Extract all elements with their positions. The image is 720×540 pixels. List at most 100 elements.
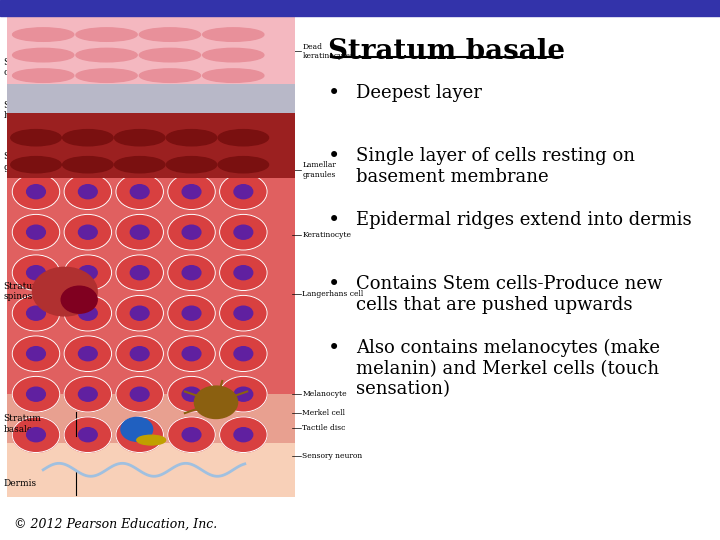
Circle shape — [27, 266, 45, 280]
Text: Tactile disc: Tactile disc — [302, 424, 346, 432]
Circle shape — [78, 185, 97, 199]
Circle shape — [64, 417, 112, 453]
Ellipse shape — [76, 28, 137, 42]
Text: •: • — [328, 147, 340, 166]
Circle shape — [168, 417, 215, 453]
Circle shape — [234, 387, 253, 401]
Text: Keratinocyte: Keratinocyte — [302, 231, 351, 239]
Bar — [7, 16, 295, 497]
Circle shape — [12, 255, 60, 291]
Circle shape — [64, 336, 112, 372]
Circle shape — [116, 214, 163, 250]
Circle shape — [78, 347, 97, 361]
Ellipse shape — [114, 157, 165, 173]
Ellipse shape — [76, 48, 137, 62]
Ellipse shape — [166, 130, 217, 146]
Circle shape — [78, 387, 97, 401]
Circle shape — [61, 286, 97, 313]
Circle shape — [27, 387, 45, 401]
Text: Stratum
spinosum: Stratum spinosum — [4, 282, 48, 301]
Circle shape — [234, 225, 253, 239]
Circle shape — [78, 266, 97, 280]
Ellipse shape — [76, 69, 137, 82]
Circle shape — [234, 185, 253, 199]
Text: Stratum
granulosum: Stratum granulosum — [4, 152, 58, 172]
Circle shape — [168, 174, 215, 210]
Text: Lamellar
granules: Lamellar granules — [302, 161, 336, 179]
Circle shape — [12, 214, 60, 250]
Text: •: • — [328, 339, 340, 357]
Ellipse shape — [218, 130, 269, 146]
Text: Single layer of cells resting on
basement membrane: Single layer of cells resting on basemen… — [356, 147, 635, 186]
Circle shape — [12, 417, 60, 453]
Text: Contains Stem cells-Produce new
cells that are pushed upwards: Contains Stem cells-Produce new cells th… — [356, 275, 663, 314]
Text: Stratum
basale: Stratum basale — [4, 414, 42, 434]
Circle shape — [27, 306, 45, 320]
Circle shape — [116, 376, 163, 412]
Circle shape — [64, 295, 112, 331]
Text: Dead
keratinocytes: Dead keratinocytes — [302, 43, 354, 60]
Bar — [7, 394, 295, 443]
Bar — [7, 443, 295, 497]
Ellipse shape — [13, 48, 74, 62]
Ellipse shape — [140, 28, 200, 42]
Circle shape — [78, 306, 97, 320]
Ellipse shape — [114, 130, 165, 146]
Circle shape — [12, 295, 60, 331]
Circle shape — [27, 185, 45, 199]
Text: Langerhans cell: Langerhans cell — [302, 291, 364, 298]
Circle shape — [220, 417, 267, 453]
Circle shape — [64, 255, 112, 291]
Circle shape — [234, 266, 253, 280]
Ellipse shape — [63, 157, 113, 173]
Text: Melanocyte: Melanocyte — [302, 390, 347, 398]
Text: Also contains melanocytes (make
melanin) and Merkel cells (touch
sensation): Also contains melanocytes (make melanin)… — [356, 339, 660, 399]
Text: •: • — [328, 84, 340, 103]
Text: Deepest layer: Deepest layer — [356, 84, 482, 102]
Text: Epidermal ridges extend into dermis: Epidermal ridges extend into dermis — [356, 211, 692, 229]
Circle shape — [220, 295, 267, 331]
Circle shape — [64, 214, 112, 250]
Ellipse shape — [218, 157, 269, 173]
Circle shape — [27, 225, 45, 239]
Circle shape — [116, 336, 163, 372]
Circle shape — [220, 174, 267, 210]
Circle shape — [130, 428, 149, 442]
Circle shape — [32, 267, 97, 316]
Bar — [7, 84, 295, 113]
Circle shape — [130, 185, 149, 199]
Ellipse shape — [140, 48, 200, 62]
Circle shape — [168, 336, 215, 372]
Circle shape — [182, 266, 201, 280]
Ellipse shape — [166, 157, 217, 173]
Circle shape — [194, 386, 238, 418]
Bar — [7, 178, 295, 394]
Ellipse shape — [13, 28, 74, 42]
Circle shape — [234, 347, 253, 361]
Circle shape — [234, 428, 253, 442]
Circle shape — [130, 266, 149, 280]
Ellipse shape — [11, 157, 61, 173]
Circle shape — [168, 214, 215, 250]
Circle shape — [182, 428, 201, 442]
Circle shape — [64, 376, 112, 412]
Circle shape — [12, 376, 60, 412]
Text: •: • — [328, 275, 340, 294]
Circle shape — [130, 387, 149, 401]
Circle shape — [182, 306, 201, 320]
Circle shape — [64, 174, 112, 210]
Text: © 2012 Pearson Education, Inc.: © 2012 Pearson Education, Inc. — [14, 517, 217, 530]
Circle shape — [182, 347, 201, 361]
Bar — [7, 16, 295, 84]
Circle shape — [220, 376, 267, 412]
Circle shape — [116, 255, 163, 291]
Circle shape — [182, 387, 201, 401]
Ellipse shape — [203, 28, 264, 42]
Circle shape — [168, 255, 215, 291]
Circle shape — [116, 174, 163, 210]
Ellipse shape — [140, 69, 200, 82]
Bar — [7, 113, 295, 178]
Circle shape — [27, 347, 45, 361]
Ellipse shape — [63, 130, 113, 146]
Circle shape — [182, 225, 201, 239]
